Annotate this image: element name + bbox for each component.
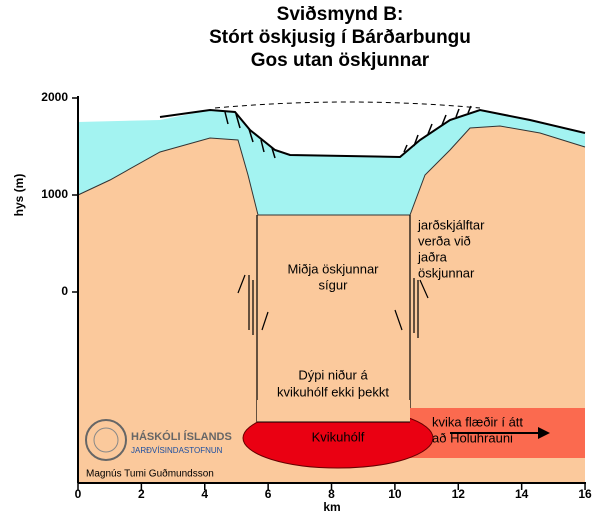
x-tick-label: 4 (201, 487, 208, 501)
annotation: jaðra (417, 249, 448, 264)
ice-surface (159, 108, 586, 159)
y-axis-label: hys (m) (12, 174, 26, 217)
x-tick-label: 8 (328, 487, 335, 501)
caldera-base (257, 400, 410, 422)
x-tick-label: 16 (578, 487, 592, 501)
x-tick-label: 12 (452, 487, 466, 501)
title-line: Stórt öskjusig í Bárðarbungu (209, 27, 471, 48)
crevasses (224, 105, 472, 159)
y-tick-label: 0 (61, 284, 68, 298)
x-tick-label: 6 (265, 487, 272, 501)
x-tick-label: 2 (138, 487, 145, 501)
annotation: Kvikuhólf (312, 429, 365, 444)
title-line: Gos utan öskjunnar (251, 50, 430, 71)
title-line: Sviðsmynd B: (277, 4, 404, 25)
ice (78, 110, 585, 215)
x-tick-label: 0 (75, 487, 82, 501)
author: Magnús Tumi Guðmundsson (86, 468, 214, 480)
y-tick-label: 1000 (41, 187, 68, 201)
annotation: Dýpi niður á (298, 367, 368, 382)
annotation: kvikuhólf ekki þekkt (277, 384, 389, 399)
former-surface (214, 101, 481, 109)
annotation: jarðskjálftar (417, 217, 485, 232)
annotation: kvika flæðir í átt (432, 414, 523, 429)
institution: HÁSKÓLI ÍSLANDS (131, 430, 232, 443)
bedrock (78, 126, 585, 483)
logo-seal (85, 419, 127, 461)
annotation: verða við (418, 233, 471, 248)
rock-outline (77, 125, 586, 216)
arrow-head (538, 427, 550, 439)
annotation: sígur (319, 277, 349, 292)
x-axis-label: km (323, 500, 340, 514)
x-tick-label: 10 (388, 487, 402, 501)
annotation: að Holuhrauni (432, 430, 513, 445)
y-tick-label: 2000 (41, 90, 68, 104)
logo-seal-inner (93, 427, 119, 453)
ring-faults (237, 215, 429, 422)
x-tick-label: 14 (515, 487, 529, 501)
annotation: Miðja öskjunnar (287, 261, 379, 276)
annotation: öskjunnar (418, 265, 475, 280)
department: JARÐVÍSINDASTOFNUN (131, 446, 223, 455)
